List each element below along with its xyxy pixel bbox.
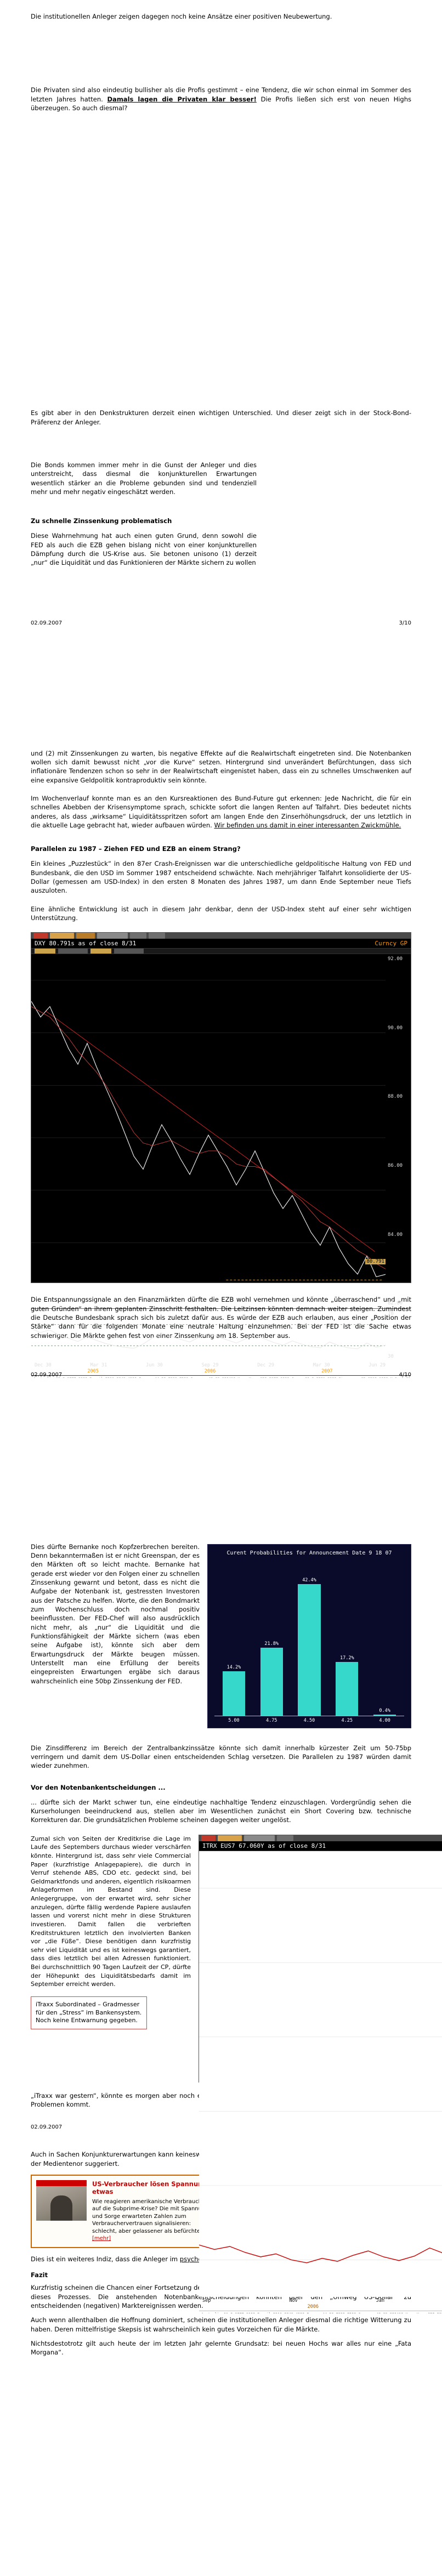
news-body-text: Wie reagieren amerikanische Verbraucher … <box>92 2198 216 2243</box>
wochenverlauf-text: Im Wochenverlauf konnte man es an den Ku… <box>31 794 411 829</box>
toolbar-block-icon <box>97 933 128 939</box>
field-block <box>90 949 111 954</box>
dxy-year-axis: 2005 2006 2007 <box>87 1369 333 1375</box>
heading-fazit: Fazit <box>31 2271 48 2279</box>
bar-chart-plot: 14.2% 21.8% 42.4% 17.2% 0.4% <box>214 1561 404 1716</box>
paragraph-entspannungssignale: Die Entspannungssignale an den Finanzmär… <box>31 1296 411 1340</box>
news-photo <box>36 2180 87 2221</box>
dxy-price-svg <box>31 954 386 1308</box>
dxy-rsi-y-axis: 70 30 <box>388 1311 394 1360</box>
paragraph-zinsdifferenz: Die Zinsdifferenz im Bereich der Zentral… <box>31 1744 411 1770</box>
chart-field-row <box>31 949 411 955</box>
bloomberg-footer-line1: Australia 61 2 9777 8600 Brazil 5511 304… <box>33 1377 411 1378</box>
news-more-link[interactable]: [mehr] <box>92 2235 111 2242</box>
probability-bar: 21.8% <box>256 1561 288 1716</box>
paragraph-wochenverlauf: Im Wochenverlauf konnte man es an den Ku… <box>31 794 411 830</box>
field-block <box>35 949 55 954</box>
toolbar-block-icon <box>244 1835 275 1841</box>
paragraph-bonds: Die Bonds kommen immer mehr in die Gunst… <box>31 461 257 496</box>
indiz-text-pre: Dies ist ein weiteres Indiz, dass die An… <box>31 2255 180 2263</box>
bernanke-section: Curent Probabilities for Announcement Da… <box>31 1542 411 1734</box>
downtrend-line <box>46 1011 375 1252</box>
kreditkrise-left-column: Zumal sich von Seiten der Kreditkrise di… <box>31 1835 191 2030</box>
toolbar-block-icon <box>76 933 95 939</box>
chart-title-row: ITRX EUS7 67.060Y as of close 8/31 Curnc… <box>199 1841 442 1851</box>
news-body-span: Wie reagieren amerikanische Verbraucher … <box>92 2198 209 2234</box>
paragraph-denkstrukturen: Es gibt aber in den Denkstrukturen derze… <box>31 409 411 426</box>
footer-date: 02.09.2007 <box>31 1371 63 1378</box>
paragraph-zinssenkungen-warten: und (2) mit Zinssenkungen zu warten, bis… <box>31 749 411 784</box>
dxy-rsi-panel: 70 30 <box>31 1308 411 1361</box>
paragraph-wahrnehmung: Diese Wahrnehmung hat auch einen guten G… <box>31 532 257 567</box>
last-price-tag: 80.791 <box>365 1258 386 1264</box>
private-text-pre: Die Privaten sind also eindeutig bullish… <box>31 86 411 103</box>
person-silhouette <box>50 2195 72 2221</box>
toolbar-block-icon <box>50 933 74 939</box>
footer-page-number: 4/10 <box>399 1371 411 1378</box>
paragraph-fazit-2: Auch wenn allenthalben die Hoffnung domi… <box>31 2316 411 2333</box>
itraxx-price-svg <box>199 1851 442 2297</box>
probability-bar: 17.2% <box>331 1561 363 1716</box>
field-block <box>58 949 88 954</box>
news-photo-banner <box>36 2180 87 2187</box>
kreditkrise-section: Zumal sich von Seiten der Kreditkrise di… <box>31 1834 442 2313</box>
chart-toolbar <box>31 933 411 939</box>
chart-title-row: DXY 80.791s as of close 8/31 Curncy GP <box>31 939 411 949</box>
bloomberg-footer: Australia 61 2 9777 8600 Brazil 5511 304… <box>31 1375 411 1378</box>
footer-date: 02.09.2007 <box>31 2124 63 2131</box>
page-footer-3: 02.09.2007 3/10 <box>31 620 411 626</box>
paragraph-kreditkrise: Zumal sich von Seiten der Kreditkrise di… <box>31 1835 191 1988</box>
dxy-rsi-svg <box>31 1309 386 1361</box>
toolbar-block-icon <box>218 1835 242 1841</box>
dxy-x-axis: Dec 30 Mar 31 Jun 30 Sep 29 Dec 29 Mar 30 Jun … <box>35 1363 386 1369</box>
chart-toolbar <box>199 1835 442 1841</box>
toolbar-block-icon <box>149 933 165 939</box>
itraxx-note-box: iTraxx Subordinated – Gradmesser für den… <box>31 1996 147 2030</box>
chart-title: DXY 80.791s as of close 8/31 <box>35 940 137 947</box>
footer-date: 02.09.2007 <box>31 620 63 626</box>
probability-bar: 14.2% <box>218 1561 250 1716</box>
footer-page-number: 3/10 <box>399 620 411 626</box>
news-teaser-box[interactable]: US-Verbraucher lösen Spannung etwas Wie … <box>31 2175 222 2248</box>
news-headline[interactable]: US-Verbraucher lösen Spannung etwas <box>92 2180 207 2196</box>
page-footer-4: 02.09.2007 4/10 <box>31 1372 411 1378</box>
chart-ticker-label: Curncy GP <box>375 940 407 947</box>
itraxx-main-plot: 67.060 706050403020 <box>199 1851 442 2297</box>
dxy-usd-index-chart: DXY 80.791s as of close 8/31 Curncy GP 8… <box>31 932 411 1378</box>
probability-bar: 0.4% <box>369 1561 401 1716</box>
link-privaten-klar-besser[interactable]: Damals lagen die Privaten klar besser! <box>107 95 257 103</box>
heading-parallelen-1987: Parallelen zu 1987 – Ziehen FED und EZB … <box>31 845 241 853</box>
heading-notenbankentscheidungen: Vor den Notenbankentscheidungen ... <box>31 1783 166 1791</box>
dxy-main-plot: 80.791 92.00 90.00 88.00 86.00 84.00 82.00 <box>31 954 411 1308</box>
paragraph-aehnliche-entwicklung: Eine ähnliche Entwicklung ist auch in di… <box>31 905 411 922</box>
fed-probability-chart: Curent Probabilities for Announcement Da… <box>207 1544 411 1728</box>
toolbar-block-icon <box>130 933 146 939</box>
bar-chart-title: Curent Probabilities for Announcement Da… <box>226 1550 392 1556</box>
toolbar-block-icon <box>201 1835 216 1841</box>
news-text-column: US-Verbraucher lösen Spannung etwas Wie … <box>92 2180 216 2243</box>
private-text-post: Die Profis ließen sich erst von neuen Hi… <box>31 95 411 112</box>
field-block <box>114 949 144 954</box>
probability-bar: 42.4% <box>293 1561 326 1716</box>
paragraph-markt-tendenz: ... dürfte sich der Markt schwer tun, ei… <box>31 1798 411 1824</box>
paragraph-private-investors: Die Privaten sind also eindeutig bullish… <box>31 86 411 112</box>
paragraph-bernanke: Dies dürfte Bernanke noch Kopfzerbrechen… <box>31 1542 200 1685</box>
link-zwickmuehle[interactable]: Wir befinden uns damit in einer interess… <box>214 821 401 829</box>
itraxx-chart: ITRX EUS7 67.060Y as of close 8/31 Curnc… <box>199 1834 442 2313</box>
dxy-y-axis: 92.00 90.00 88.00 86.00 84.00 82.00 <box>388 956 403 1307</box>
toolbar-block-icon <box>33 933 48 939</box>
paragraph-fazit-3: Nichtsdestotrotz gilt auch heute der im … <box>31 2339 411 2357</box>
newsletter-document: Die institutionellen Anleger zeigen dage… <box>0 12 442 2357</box>
bar-chart-categories: 5.00 4.75 4.50 4.25 4.00 <box>228 1717 390 1723</box>
paragraph-puzzlestueck: Ein kleines „Puzzlestück“ in den 87er Cr… <box>31 860 411 895</box>
heading-zinssenkung-problematisch: Zu schnelle Zinssenkung problematisch <box>31 517 172 525</box>
bloomberg-footer: Australia 61 2 9777 8600 Brazil 5511 304… <box>199 2310 442 2313</box>
itraxx-x-axis: SepNovJanMarMayJul <box>199 2296 442 2303</box>
toolbar-block-icon <box>277 1835 293 1841</box>
chart-title: ITRX EUS7 67.060Y as of close 8/31 <box>202 1842 326 1849</box>
bloomberg-footer-line1: Australia 61 2 9777 8600 Brazil 5511 304… <box>201 2312 442 2313</box>
paragraph-institutional-investors: Die institutionellen Anleger zeigen dage… <box>31 13 332 20</box>
